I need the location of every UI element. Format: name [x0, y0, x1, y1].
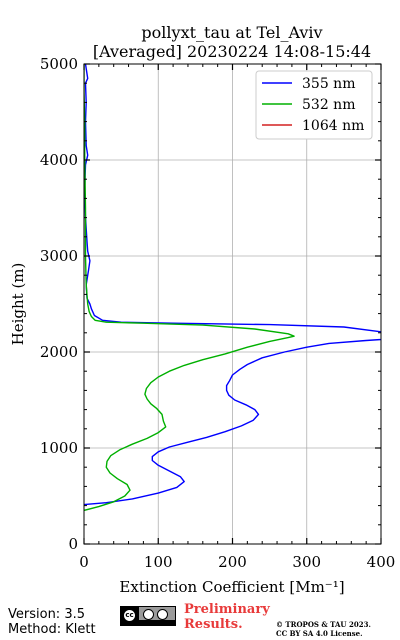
y-axis-label: Height (m) — [9, 263, 27, 346]
y-tick-label: 5000 — [40, 55, 78, 73]
copyright-line-1: © TROPOS & TAU 2023. — [276, 620, 371, 629]
x-axis-label: Extinction Coefficient [Mm⁻¹] — [119, 578, 344, 596]
series-layer — [84, 64, 381, 512]
chart-subtitle: [Averaged] 20230224 14:08-15:44 — [93, 42, 371, 61]
y-tick-label: 1000 — [40, 439, 78, 457]
legend-box — [255, 70, 373, 140]
legend-label: 1064 nm — [302, 118, 364, 134]
x-tick-label: 300 — [292, 553, 321, 571]
x-tick-label: 200 — [218, 553, 247, 571]
preliminary-line-1: Preliminary — [184, 602, 270, 617]
copyright-notice: © TROPOS & TAU 2023. CC BY SA 4.0 Licens… — [276, 620, 396, 638]
series-line-355-nm — [84, 64, 381, 506]
cc-by-sa-icon: cc — [120, 606, 176, 626]
y-tick-label: 4000 — [40, 151, 78, 169]
series-line-532-nm — [84, 64, 295, 512]
x-tick-label: 0 — [79, 553, 89, 571]
legend-label: 532 nm — [302, 97, 355, 113]
y-tick-label: 0 — [68, 535, 78, 553]
x-tick-label: 100 — [144, 553, 173, 571]
chart-title: pollyxt_tau at Tel_Aviv — [141, 23, 322, 42]
version-text: Version: 3.5 — [8, 607, 85, 622]
legend-label: 355 nm — [302, 76, 355, 92]
y-tick-label: 3000 — [40, 247, 78, 265]
y-tick-label: 2000 — [40, 343, 78, 361]
legend: 355 nm 532 nm 1064 nm — [255, 70, 373, 140]
method-text: Method: Klett — [8, 622, 96, 637]
preliminary-line-2: Results. — [184, 617, 243, 632]
axis-ticks — [83, 63, 382, 545]
copyright-line-2: CC BY SA 4.0 License. — [276, 629, 363, 638]
preliminary-notice: Preliminary Results. — [184, 602, 276, 632]
x-tick-label: 400 — [367, 553, 396, 571]
